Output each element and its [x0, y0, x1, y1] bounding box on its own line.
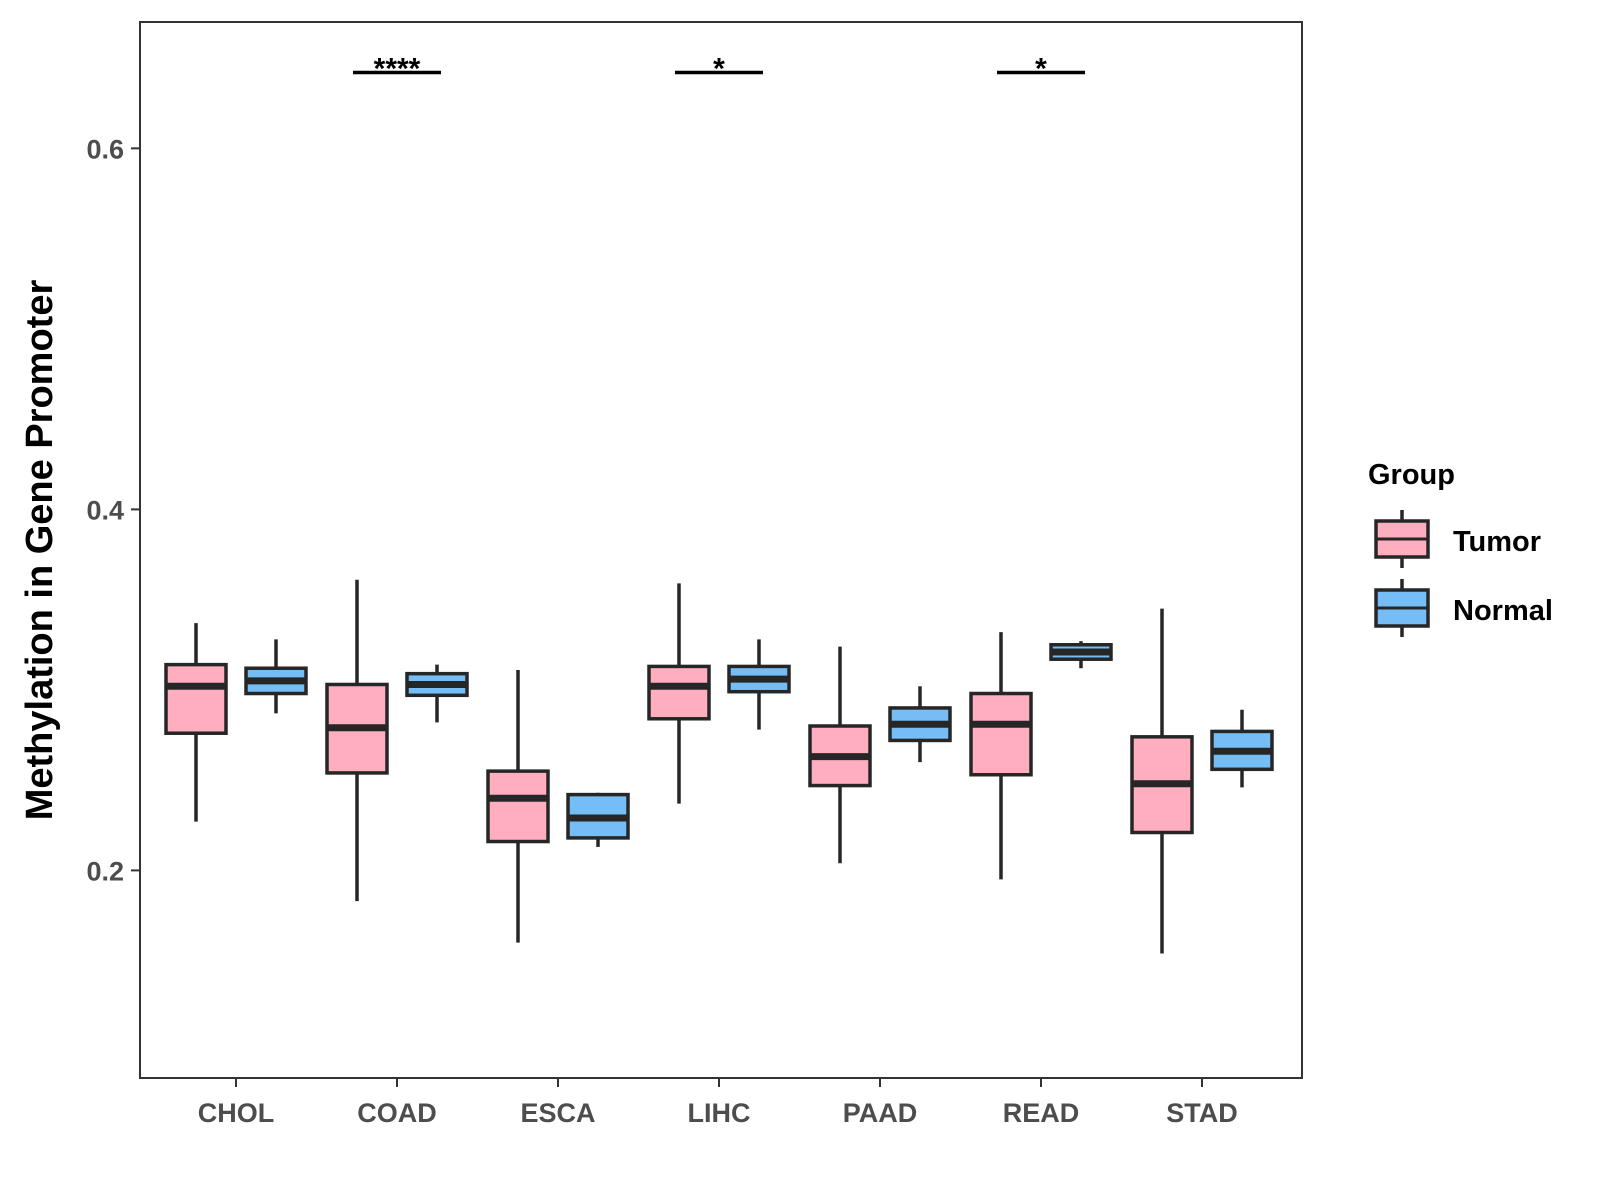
y-axis: 0.2 0.4 0.6	[86, 134, 140, 886]
box-paad-tumor	[808, 646, 872, 864]
box-stad-normal	[1210, 709, 1274, 788]
box-read-normal	[1049, 641, 1113, 669]
x-axis: CHOL COAD ESCA LIHC PAAD READ STAD	[198, 1078, 1238, 1128]
y-tick-label-0.6: 0.6	[86, 134, 124, 164]
box-paad-normal	[888, 686, 952, 763]
box-read-tumor	[969, 632, 1033, 880]
x-tick-label-read: READ	[1003, 1098, 1080, 1128]
box-lihc-normal	[727, 639, 791, 730]
legend-key-tumor	[1374, 510, 1430, 568]
y-tick-label-0.4: 0.4	[86, 495, 124, 525]
significance-label-coad: ****	[374, 53, 421, 86]
box-lihc-tumor	[647, 583, 711, 804]
iqr-box-lihc-tumor	[647, 664, 711, 721]
significance-label-lihc: *	[713, 53, 725, 86]
box-coad-normal	[405, 664, 469, 723]
x-tick-label-chol: CHOL	[198, 1098, 275, 1128]
x-tick-label-paad: PAAD	[843, 1098, 918, 1128]
legend: Group Tumor Normal	[1368, 459, 1553, 637]
x-tick-label-coad: COAD	[357, 1098, 437, 1128]
box-stad-tumor	[1130, 608, 1194, 954]
box-chol-tumor	[164, 623, 228, 822]
box-esca-tumor	[486, 670, 550, 943]
plot-marks: **** * *	[164, 53, 1274, 954]
legend-keys	[1374, 510, 1430, 637]
box-coad-tumor	[325, 579, 389, 902]
iqr-box-chol-tumor	[164, 662, 228, 735]
legend-label-tumor: Tumor	[1453, 526, 1541, 558]
box-esca-normal	[566, 792, 630, 847]
iqr-box-esca-tumor	[486, 769, 550, 844]
legend-key-normal	[1374, 579, 1430, 637]
legend-title: Group	[1368, 459, 1455, 491]
significance-label-read: *	[1035, 53, 1047, 86]
x-tick-label-esca: ESCA	[520, 1098, 595, 1128]
plot-background	[140, 22, 1302, 1078]
legend-label-normal: Normal	[1453, 595, 1553, 627]
y-axis-title: Methylation in Gene Promoter	[19, 280, 61, 821]
x-tick-label-lihc: LIHC	[688, 1098, 751, 1128]
y-tick-label-0.2: 0.2	[86, 856, 124, 886]
iqr-box-read-tumor	[969, 691, 1033, 777]
plot-panel-border	[139, 21, 1303, 1079]
box-chol-normal	[244, 639, 308, 714]
x-tick-label-stad: STAD	[1166, 1098, 1238, 1128]
